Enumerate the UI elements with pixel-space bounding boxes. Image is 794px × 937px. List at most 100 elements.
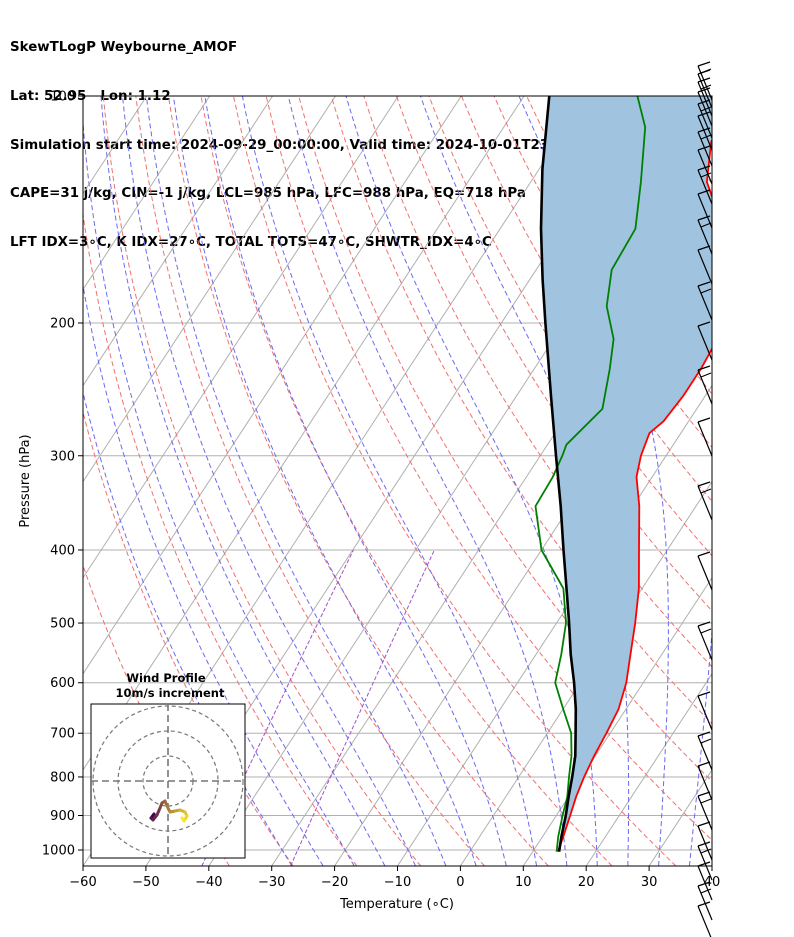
wind-barb-staff [697, 695, 713, 731]
moist-adiabat-line [204, 96, 507, 866]
dry-adiabat-line [83, 410, 294, 866]
wind-barb-staff [697, 735, 713, 771]
wind-barb-flag [700, 738, 712, 744]
wind-barb-staff [697, 485, 713, 521]
wind-barb-flag [697, 111, 711, 117]
wind-barb-staff [697, 625, 713, 661]
dry-adiabat-line [755, 96, 794, 866]
wind-barb-flag [700, 372, 712, 378]
y-tick-label: 600 [50, 676, 75, 691]
wind-barb-flag [697, 861, 711, 867]
wind-barb-staff [697, 369, 713, 405]
x-tick-label: −60 [69, 875, 96, 890]
profile-lines [534, 96, 712, 853]
wind-barb-flag [697, 215, 711, 221]
y-tick-label: 200 [50, 316, 75, 331]
dry-adiabat-line [167, 96, 549, 866]
y-tick-label: 300 [50, 449, 75, 464]
wind-barb-flag [697, 731, 711, 737]
wind-barb-flag [697, 691, 711, 697]
x-tick-label: −40 [195, 875, 222, 890]
wind-barb-flag [700, 222, 712, 228]
wind-barb-flag [697, 189, 711, 195]
x-tick-label: 40 [704, 875, 721, 890]
wind-barb-flag [700, 888, 712, 894]
title-indices-2: LFT IDX=3∘C, K IDX=27∘C, TOTAL TOTS=47∘C… [10, 234, 492, 250]
wind-barb-flag [700, 172, 712, 178]
title-indices-1: CAPE=31 j/kg, CIN=-1 j/kg, LCL=985 hPa, … [10, 186, 526, 202]
y-tick-label: 800 [50, 770, 75, 785]
wind-barb-staff [697, 285, 713, 321]
wind-barb-flag [697, 281, 711, 287]
wind-barb-flag [697, 165, 711, 171]
x-tick-label: 20 [578, 875, 595, 890]
wind-barb-flag [697, 881, 711, 887]
wind-barb-staff [697, 169, 713, 205]
wind-barb-staff [697, 149, 713, 185]
wind-barb-flag [700, 84, 712, 90]
wind-barb-staff [697, 825, 713, 861]
x-axis: −60 −50 −40 −30 −20 −10 0 10 20 30 40 [69, 866, 720, 890]
wind-barb-flag [697, 761, 711, 767]
dewpoint-line [534, 96, 647, 852]
isotherm-line [459, 480, 712, 866]
wind-barb-staff [697, 131, 713, 167]
wind-barb-flag [697, 551, 711, 557]
y-tick-label: 100 [50, 90, 75, 105]
wind-barb-flag [697, 69, 711, 75]
wind-barb-staff [697, 103, 713, 139]
y-tick-label: 900 [50, 809, 75, 824]
hodograph-segment [180, 816, 186, 823]
dry-adiabat-line [102, 96, 422, 866]
isotherm-line [83, 96, 211, 291]
wind-barb-flag [700, 848, 712, 854]
title-location: Lat: 52.95 Lon: 1.12 [10, 89, 171, 105]
wind-barb-staff [697, 81, 713, 117]
x-axis-label: Temperature (∘C) [339, 897, 454, 912]
wind-barb-staff [697, 249, 713, 285]
moist-adiabat-line [100, 96, 386, 866]
isotherm-line [83, 96, 399, 579]
wind-barb-staff [697, 193, 713, 229]
moist-adiabat-line [122, 96, 416, 866]
inset-subtitle: 10m/s increment [116, 686, 225, 700]
moist-adiabat-line [83, 117, 355, 866]
x-tick-label: −20 [321, 875, 348, 890]
dry-adiabat-line [363, 96, 712, 668]
dry-adiabat-line [83, 564, 230, 866]
moist-adiabat-line [83, 390, 293, 866]
wind-barb-flag [697, 621, 711, 627]
dry-adiabat-line [233, 96, 677, 866]
cape-area [541, 96, 712, 850]
wind-barb-flag [700, 106, 712, 112]
parcel-line [539, 96, 578, 852]
wind-barb-flag [697, 87, 711, 93]
temperature-line [556, 138, 712, 853]
wind-barb-flag [697, 365, 711, 371]
isotherm-line [585, 672, 712, 866]
y-tick-label: 500 [50, 617, 75, 632]
wind-barb-flag [697, 417, 711, 423]
y-tick-label: 700 [50, 727, 75, 742]
x-tick-label: 10 [515, 875, 532, 890]
wind-barb-flag [697, 145, 711, 151]
x-tick-label: −10 [384, 875, 411, 890]
wind-barb-flag [697, 99, 711, 105]
y-axis-label: Pressure (hPa) [18, 434, 33, 527]
moist-adiabat-line [145, 96, 447, 866]
y-axis: 100 200 300 400 500 600 700 800 900 1000 [42, 90, 83, 859]
wind-barb-staff [697, 73, 713, 109]
isotherm-line [83, 96, 85, 99]
dry-adiabat-line [135, 96, 485, 866]
x-tick-label: −50 [132, 875, 159, 890]
wind-barb-flag [697, 321, 711, 327]
moist-adiabat-line [720, 96, 792, 866]
wind-barb-flag [697, 901, 711, 907]
wind-barb-flag [700, 798, 712, 804]
wind-barb-flag [697, 245, 711, 251]
wind-barb-flag [697, 841, 711, 847]
wind-barb-staff [697, 65, 713, 101]
moist-adiabat-line [172, 96, 477, 866]
wind-barb-flag [697, 127, 711, 133]
